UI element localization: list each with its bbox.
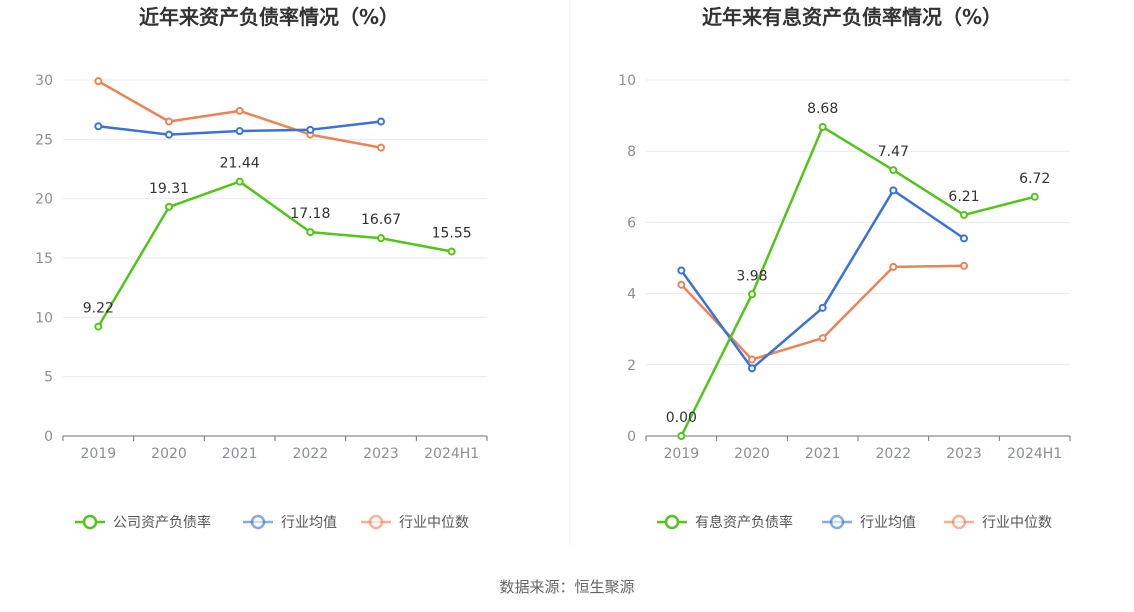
legend-label: 行业均值 [860, 515, 916, 531]
y-tick-label: 0 [44, 429, 53, 445]
data-label: 3.98 [736, 268, 767, 284]
y-tick-label: 8 [627, 144, 636, 160]
data-point [889, 186, 898, 195]
y-tick-label: 10 [618, 73, 636, 89]
legend-label: 行业均值 [281, 515, 337, 531]
data-point [377, 234, 385, 243]
data-point [235, 127, 244, 136]
legend-swatch-marker [951, 514, 967, 530]
y-tick-label: 2 [627, 358, 636, 374]
data-label: 17.18 [290, 206, 330, 222]
data-point [677, 280, 686, 289]
data-point [818, 303, 827, 312]
data-point [960, 234, 968, 243]
series-line [97, 180, 452, 328]
x-tick-label: 2021 [222, 446, 258, 462]
y-tick-label: 0 [627, 429, 636, 445]
data-label: 6.21 [948, 189, 979, 205]
legend-swatch-marker [82, 514, 98, 530]
data-point [94, 77, 103, 86]
data-point [165, 202, 173, 211]
data-point [677, 266, 686, 275]
data-point [94, 122, 103, 131]
data-source-note: 数据来源：恒生聚源 [499, 578, 634, 596]
x-tick-label: 2021 [805, 446, 841, 462]
x-tick-label: 2020 [151, 446, 187, 462]
legend-swatch-marker [368, 514, 384, 530]
data-point [960, 261, 968, 270]
chart-panel-interest-bearing-debt-ratio: 近年来有息资产负债率情况（%） 0 2 4 6 8 10 2019 2020 2021 2022 20… [618, 5, 1071, 531]
data-label: 15.55 [432, 225, 472, 241]
legend-label: 公司资产负债率 [113, 514, 211, 531]
x-tick-label: 2019 [81, 446, 117, 462]
data-point [306, 228, 315, 237]
data-label: 7.47 [878, 144, 909, 160]
y-tick-label: 15 [35, 251, 53, 267]
data-point [1030, 192, 1039, 201]
data-point [818, 334, 827, 343]
x-tick-label: 2022 [293, 446, 329, 462]
y-tick-label: 5 [44, 370, 53, 386]
data-point [306, 125, 315, 134]
legend-label: 行业中位数 [982, 515, 1052, 531]
data-point [748, 355, 756, 364]
data-point [377, 143, 385, 152]
data-label: 19.31 [149, 181, 189, 197]
data-point [447, 247, 456, 256]
x-tick-label: 2024H1 [1007, 446, 1062, 462]
chart-title: 近年来有息资产负债率情况（%） [702, 5, 1002, 29]
data-point [748, 364, 756, 373]
series-line [680, 264, 965, 361]
legend-label: 有息资产负债率 [695, 514, 793, 531]
series-line [680, 125, 1036, 437]
y-tick-label: 6 [627, 215, 636, 231]
y-tick-label: 10 [35, 310, 53, 326]
data-point [235, 177, 244, 186]
x-tick-label: 2020 [734, 446, 770, 462]
data-label: 9.22 [83, 301, 114, 317]
data-point [377, 117, 385, 126]
legend-swatch-marker [829, 514, 845, 530]
data-point [94, 322, 103, 331]
data-point [165, 130, 173, 139]
data-point [889, 262, 898, 271]
data-label: 0.00 [666, 410, 697, 426]
data-point [818, 122, 827, 131]
data-label: 6.72 [1019, 171, 1050, 187]
data-label: 8.68 [807, 101, 838, 117]
x-tick-label: 2023 [946, 446, 982, 462]
legend-swatch-marker [664, 514, 680, 530]
x-tick-label: 2024H1 [424, 446, 479, 462]
data-point [165, 117, 173, 126]
data-point [235, 106, 244, 115]
x-tick-label: 2022 [876, 446, 912, 462]
chart-panel-debt-ratio: 近年来资产负债率情况（%） 0 5 10 15 20 25 30 2019 2020 2021 202… [35, 5, 488, 531]
data-point [748, 290, 756, 299]
x-tick-label: 2019 [664, 446, 700, 462]
x-tick-label: 2023 [363, 446, 399, 462]
y-tick-label: 25 [35, 132, 53, 148]
data-point [677, 432, 686, 440]
data-label: 21.44 [220, 156, 260, 172]
data-point [960, 210, 968, 219]
data-point [889, 166, 898, 175]
data-label: 16.67 [361, 212, 401, 228]
y-tick-label: 4 [627, 287, 636, 303]
legend-label: 行业中位数 [399, 515, 469, 531]
legend-swatch-marker [250, 514, 266, 530]
y-tick-label: 20 [35, 192, 53, 208]
y-tick-label: 30 [35, 73, 53, 89]
chart-title: 近年来资产负债率情况（%） [139, 5, 399, 29]
